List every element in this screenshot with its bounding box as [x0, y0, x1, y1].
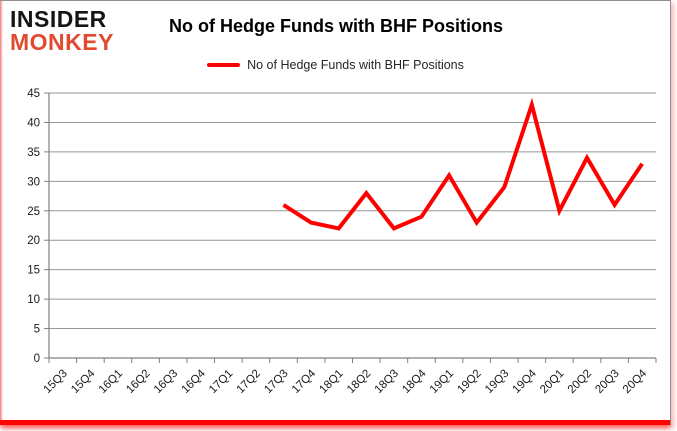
svg-text:20Q3: 20Q3: [593, 368, 621, 396]
svg-text:20Q4: 20Q4: [621, 367, 650, 396]
svg-text:18Q3: 18Q3: [373, 368, 401, 396]
svg-text:16Q3: 16Q3: [152, 368, 180, 396]
svg-text:35: 35: [27, 147, 40, 159]
svg-text:5: 5: [34, 324, 40, 336]
svg-text:18Q4: 18Q4: [400, 367, 429, 396]
svg-text:25: 25: [27, 206, 40, 218]
svg-text:19Q2: 19Q2: [455, 368, 483, 396]
svg-text:15Q3: 15Q3: [42, 368, 70, 396]
svg-text:16Q4: 16Q4: [179, 367, 208, 396]
svg-text:19Q4: 19Q4: [511, 367, 540, 396]
svg-text:45: 45: [27, 88, 40, 100]
svg-text:17Q3: 17Q3: [262, 368, 290, 396]
svg-text:30: 30: [27, 176, 40, 188]
svg-text:17Q4: 17Q4: [290, 367, 319, 396]
brand-logo-line1: INSIDER: [10, 6, 107, 32]
svg-text:19Q1: 19Q1: [428, 368, 456, 396]
svg-text:18Q2: 18Q2: [345, 368, 373, 396]
svg-text:18Q1: 18Q1: [317, 368, 345, 396]
svg-text:15: 15: [27, 265, 40, 277]
legend: No of Hedge Funds with BHF Positions: [0, 58, 671, 72]
svg-text:19Q3: 19Q3: [483, 368, 511, 396]
legend-line-swatch: [207, 63, 241, 67]
svg-text:20Q2: 20Q2: [566, 368, 594, 396]
legend-label: No of Hedge Funds with BHF Positions: [247, 58, 464, 72]
line-chart: 0 5 10 15 20 25 30 35 40 45 15Q3 15Q4 16Q1 16Q2 16Q3 16…: [27, 88, 657, 396]
svg-text:20: 20: [27, 235, 40, 247]
svg-text:15Q4: 15Q4: [69, 367, 98, 396]
svg-text:16Q2: 16Q2: [124, 368, 152, 396]
svg-text:17Q2: 17Q2: [235, 368, 263, 396]
svg-text:20Q1: 20Q1: [538, 368, 566, 396]
svg-text:0: 0: [34, 353, 40, 365]
svg-text:16Q1: 16Q1: [97, 368, 125, 396]
chart-window: INSIDER MONKEY No of Hedge Funds with BH…: [0, 0, 671, 425]
svg-text:10: 10: [27, 294, 40, 306]
svg-text:40: 40: [27, 117, 40, 129]
svg-text:17Q1: 17Q1: [207, 368, 235, 396]
chart-title: No of Hedge Funds with BHF Positions: [169, 16, 503, 36]
bottom-accent-bar: [0, 420, 670, 425]
brand-logo-line2: MONKEY: [10, 28, 114, 55]
brand-logo: INSIDER MONKEY: [10, 8, 114, 53]
